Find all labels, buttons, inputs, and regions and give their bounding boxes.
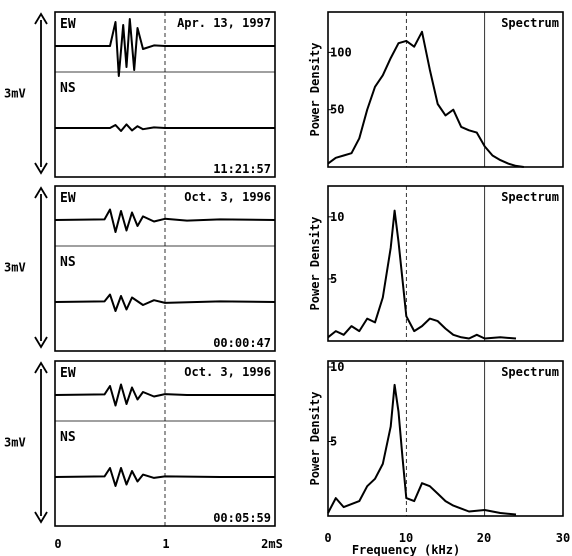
spec-x-tick-2: 20 — [477, 531, 491, 545]
waveform-trace-ns — [54, 467, 275, 487]
row-2: EW NS Oct. 3, 1996 00:00:47 3mV Spectrum 5 10 Po… — [4, 185, 564, 352]
wave-x-tick-0: 0 — [54, 537, 61, 551]
spectrum-frame — [327, 360, 564, 517]
waveform-trace-ns — [54, 293, 276, 312]
spectrum-y-axis-label: Power Density — [308, 217, 322, 311]
spectrum-y-tick-0: 5 — [330, 272, 337, 286]
waveform-trace-ew — [55, 18, 275, 77]
scale-label: 3mV — [4, 436, 26, 450]
scale-label: 3mV — [4, 87, 26, 101]
spectrum-y-tick-0: 50 — [330, 103, 344, 117]
spectrum-y-tick-1: 100 — [330, 45, 352, 59]
time-label: 00:00:47 — [213, 336, 271, 350]
spectrum-y-axis-label: Power Density — [308, 392, 322, 486]
spec-x-tick-1: 10 — [399, 531, 413, 545]
spectrum-trace — [327, 383, 517, 516]
waveform-trace-ew — [54, 208, 276, 233]
channel-label-ns: NS — [60, 255, 76, 270]
channel-label-ew: EW — [60, 17, 76, 32]
date-label-bg — [171, 14, 273, 32]
scale-arrow-up — [34, 186, 48, 199]
scale-arrow-up — [34, 12, 48, 25]
channel-label-ew: EW — [60, 191, 76, 206]
time-label: 11:21:57 — [213, 162, 271, 176]
waveform-trace-ns — [55, 123, 275, 132]
scale-arrow-down — [34, 162, 48, 175]
spectrum-label: Spectrum — [501, 190, 559, 204]
spectrum-trace — [327, 30, 524, 168]
wave-x-tick-1: 1 — [162, 537, 169, 551]
spectrum-frame — [327, 185, 564, 342]
date-label: Oct. 3, 1996 — [184, 365, 271, 379]
date-label-bg — [171, 188, 273, 206]
channel-label-ns: NS — [60, 81, 76, 96]
scale-arrow-up — [34, 361, 48, 374]
spectrum-trace — [327, 209, 517, 340]
date-label-bg — [171, 363, 273, 381]
spectrum-frame — [327, 11, 564, 168]
spec-x-axis-label: Frequency (kHz) — [352, 543, 460, 556]
row-1: EW NS Apr. 13, 1997 11:21:57 3mV Spectrum 50 10… — [4, 11, 564, 178]
scale-arrow-down — [34, 511, 48, 524]
spectrum-y-tick-1: 10 — [330, 210, 344, 224]
row-3: EW NS Oct. 3, 1996 00:05:59 3mV Spectrum 5 10 Po… — [4, 360, 564, 527]
wave-x-tick-2: 2mS — [261, 537, 283, 551]
date-label: Apr. 13, 1997 — [177, 16, 271, 30]
spectrum-label: Spectrum — [501, 16, 559, 30]
spectrum-label: Spectrum — [501, 365, 559, 379]
spectrum-y-tick-1: 10 — [330, 360, 344, 374]
channel-label-ns: NS — [60, 430, 76, 445]
spectrum-y-tick-0: 5 — [330, 435, 337, 449]
channel-label-ew: EW — [60, 366, 76, 381]
waveform-trace-ew — [54, 383, 275, 407]
scale-arrow-down — [34, 336, 48, 349]
spec-x-tick-0: 0 — [324, 531, 331, 545]
spec-x-tick-3: 30 — [556, 531, 570, 545]
spectrum-y-axis-label: Power Density — [308, 43, 322, 137]
date-label: Oct. 3, 1996 — [184, 190, 271, 204]
time-label: 00:05:59 — [213, 511, 271, 525]
scale-label: 3mV — [4, 261, 26, 275]
